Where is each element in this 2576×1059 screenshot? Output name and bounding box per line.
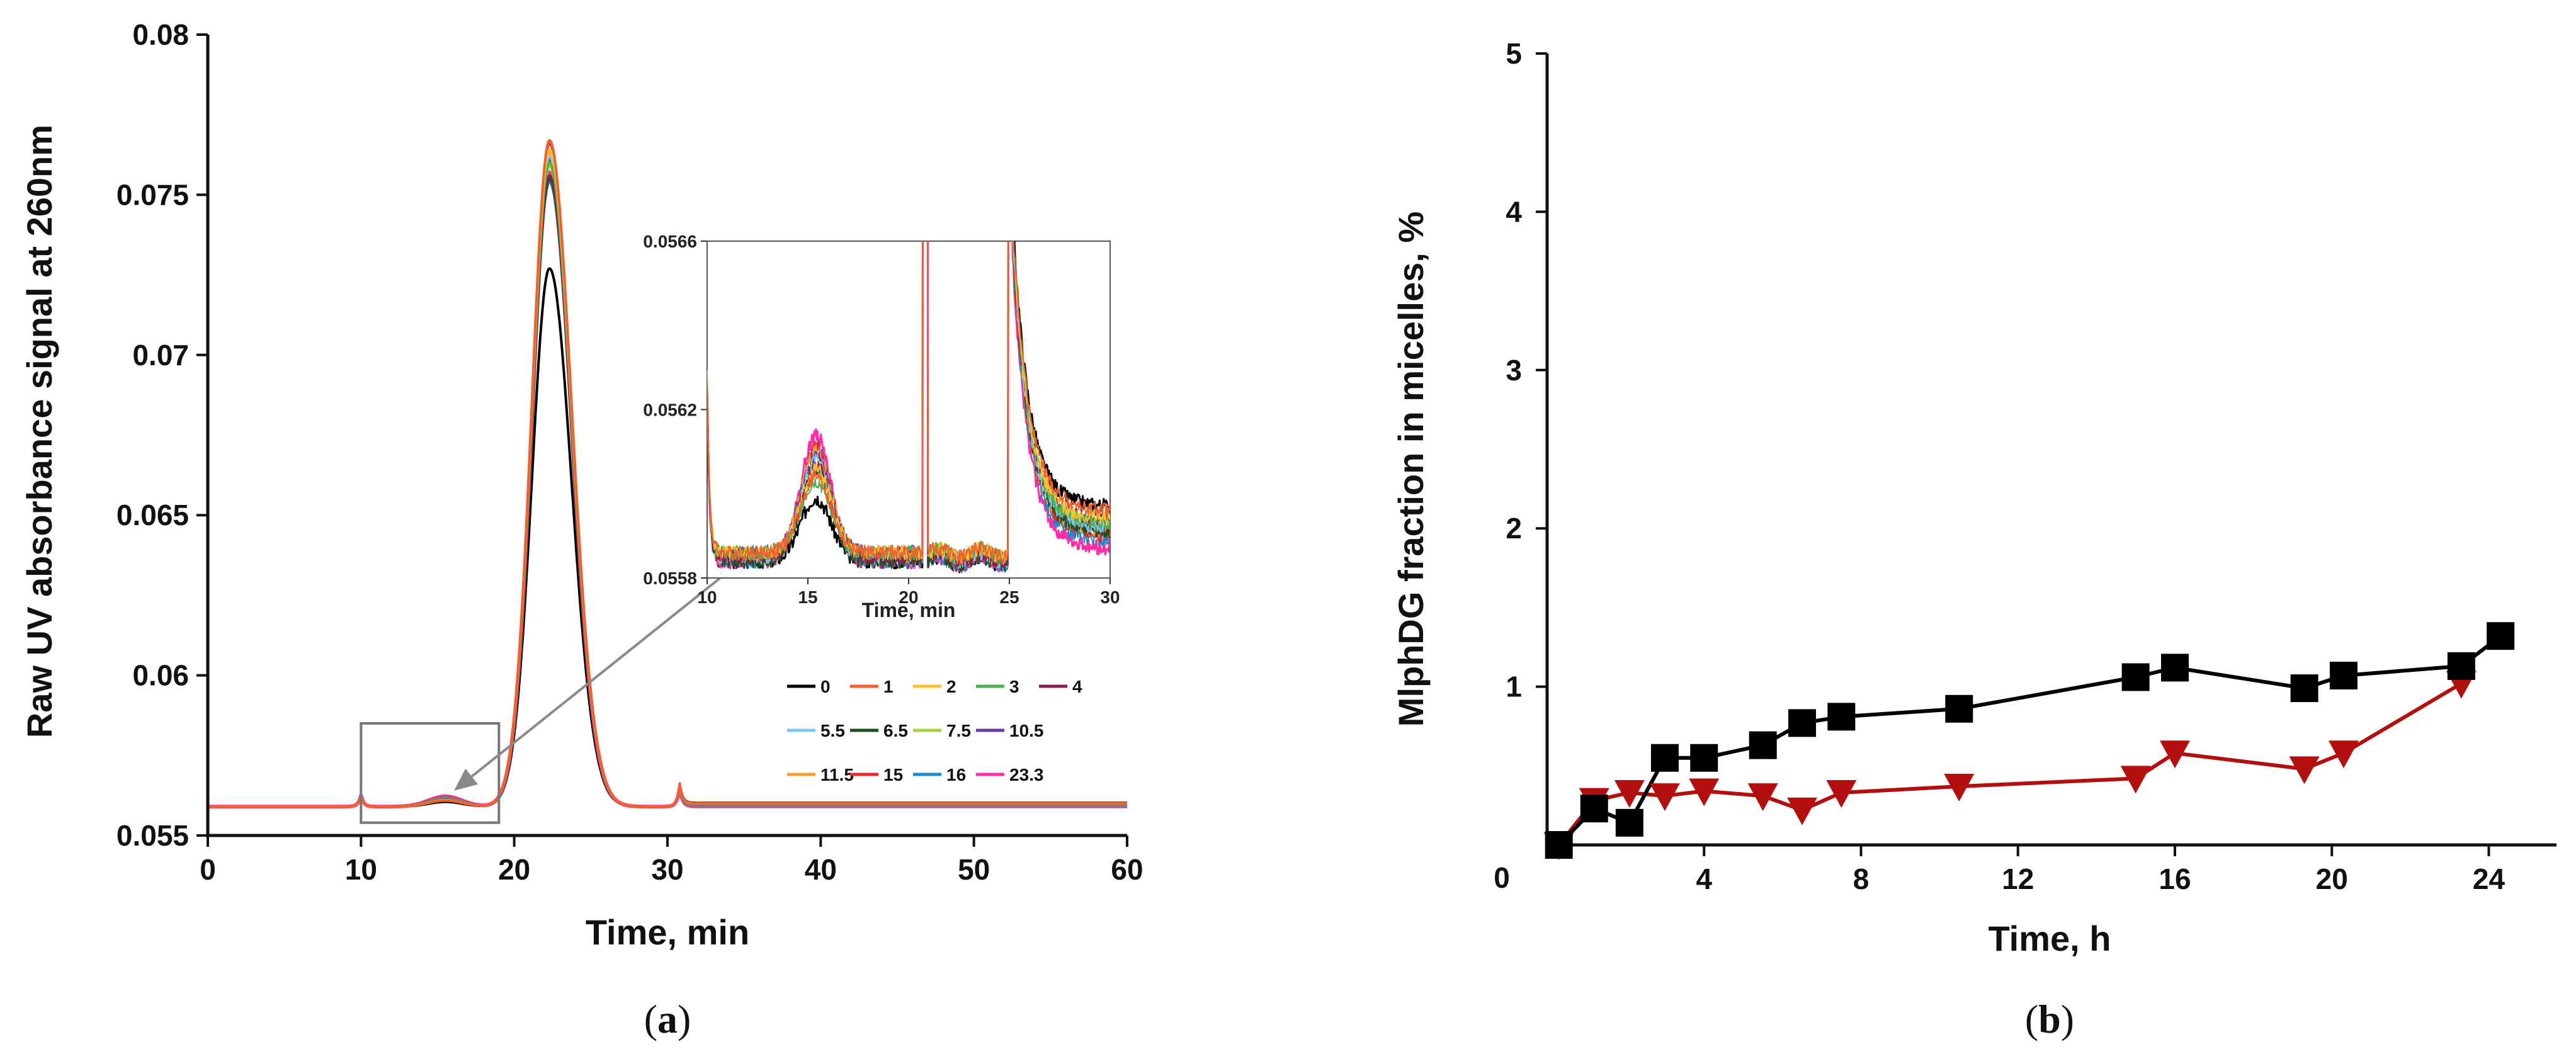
panel-a: 0 10 20 30 40 50 60 0.0550.060.0650.070.0750.0…: [20, 18, 1143, 1041]
panel-b-triangle-marker: [1747, 783, 1778, 812]
panel-a-x-tick-label: 30: [651, 853, 683, 886]
zoom-arrow: [454, 569, 732, 791]
panel-b-square-marker: [2160, 654, 2189, 682]
inset-x-tick-label: 20: [899, 587, 918, 607]
panel-b-triangle-marker: [2159, 740, 2190, 769]
legend-label: 11.5: [820, 765, 854, 784]
inset-plot-area: [707, 241, 1110, 574]
panel-a-x-tick-label: 50: [958, 853, 990, 886]
panel-b-triangle-marker: [1689, 778, 1720, 807]
panel-a-y-tick-label: 0.065: [116, 499, 189, 531]
panel-a-y-label: Raw UV absorbance signal at 260nm: [20, 125, 59, 738]
panel-b-y-tick-label: 5: [1506, 37, 1522, 70]
panel-b-x-tick-label: 16: [2159, 863, 2191, 895]
panel-b-label: (b): [2025, 997, 2074, 1041]
panel-b-x-tick-label: 20: [2316, 863, 2348, 895]
panel-b-square-marker: [1580, 795, 1608, 823]
legend-label: 10.5: [1009, 721, 1044, 740]
panel-b-square-marker: [2121, 663, 2150, 691]
inset-x-tick-label: 15: [798, 587, 817, 607]
panel-a-y-tick-label: 0.07: [132, 339, 189, 371]
panel-b-y-tick-label: 4: [1506, 195, 1522, 228]
panel-b-square-marker: [1690, 744, 1718, 772]
panel-b-square-marker: [1545, 831, 1573, 859]
panel-a-x-tick-label: 0: [200, 853, 216, 886]
inset-x-tick-label: 30: [1100, 587, 1120, 607]
panel-b-series-line: [1557, 634, 2502, 847]
panel-b-y-label: MlphDG fraction in micelles, %: [1391, 212, 1431, 727]
panel-b-square-marker: [1615, 808, 1643, 837]
panel-a-x-label: Time, min: [586, 912, 749, 952]
panel-a-y-tick-label: 0.055: [116, 819, 189, 852]
panel-b-triangle-marker: [2120, 766, 2151, 794]
panel-b-square-marker: [1650, 744, 1679, 772]
panel-b-triangle-marker: [2328, 740, 2359, 769]
inset-x-tick-label: 25: [999, 587, 1019, 607]
legend-label: 3: [1009, 677, 1019, 696]
panel-b-triangle-marker: [1826, 780, 1857, 808]
inset-plot: 10 15 20 25 30 0.0558 0.0562 0.0566 Time, min: [643, 232, 1120, 621]
panel-b-origin-label: 0: [1494, 861, 1510, 894]
panel-b-y-tick-label: 1: [1506, 671, 1522, 703]
panel-b-x-tick-label: 12: [2002, 863, 2034, 895]
panel-b-square-marker: [2290, 674, 2318, 703]
panel-b-triangle-marker: [2289, 756, 2320, 784]
legend-label: 23.3: [1009, 765, 1044, 784]
panel-a-x-tick-label: 40: [805, 853, 837, 886]
legend-label: 5.5: [820, 721, 845, 740]
panel-b-triangle-marker: [1944, 773, 1975, 801]
inset-x-tick-label: 10: [697, 587, 717, 607]
legend-label: 15: [883, 765, 903, 784]
panel-a-x-tick-label: 10: [345, 853, 377, 886]
inset-x-label: Time, min: [862, 599, 956, 621]
panel-b-square-marker: [1749, 731, 1777, 759]
inset-y-tick-label: 0.0562: [643, 400, 697, 420]
panel-b-plot: [1543, 622, 2515, 860]
legend-label: 4: [1072, 677, 1082, 696]
panel-b-x-label: Time, h: [1988, 919, 2111, 958]
inset-y-tick-label: 0.0566: [643, 232, 697, 251]
panel-b-square-marker: [1945, 694, 1973, 723]
panel-b-triangle-marker: [1614, 780, 1645, 808]
panel-b-axes: [1545, 54, 2556, 847]
panel-b-y-tick-label: 2: [1506, 512, 1522, 545]
panel-b-triangle-marker: [1787, 797, 1818, 825]
inset-y-tick-label: 0.0558: [643, 569, 697, 588]
zoom-box: [360, 722, 501, 824]
legend-label: 6.5: [883, 721, 908, 740]
inset-frame: [706, 241, 1111, 579]
panel-b-y-tick-label: 3: [1506, 354, 1522, 387]
panel-b-x-tick-label: 24: [2473, 863, 2505, 895]
panel-b-square-marker: [2487, 622, 2515, 650]
panel-a-x-tick-label: 20: [498, 853, 530, 886]
legend-label: 7.5: [946, 721, 971, 740]
legend-label: 16: [946, 765, 966, 784]
panel-b-square-marker: [2447, 652, 2475, 680]
legend-label: 0: [820, 677, 831, 696]
panel-a-y-tick-label: 0.06: [132, 659, 189, 692]
legend-label: 2: [946, 677, 956, 696]
legend-label: 1: [883, 677, 894, 696]
panel-b-triangle-marker: [1649, 783, 1680, 812]
panel-b-square-marker: [1827, 703, 1856, 731]
panel-a-y-tick-label: 0.08: [132, 18, 189, 51]
panel-b-square-marker: [1788, 709, 1817, 737]
panel-a-y-tick-label: 0.075: [116, 178, 189, 211]
inset-series-line: [707, 241, 1110, 565]
panel-b-square-marker: [2329, 662, 2358, 690]
panel-b-x-tick-label: 8: [1853, 863, 1870, 895]
panel-a-label: (a): [644, 997, 691, 1041]
legend: 0 1 2 3 4 5.5 6.5 7.5 10.5 11.5 15 16 23.3: [787, 677, 1082, 784]
panel-b-x-tick-label: 4: [1696, 863, 1712, 895]
panel-a-x-tick-label: 60: [1111, 853, 1143, 886]
